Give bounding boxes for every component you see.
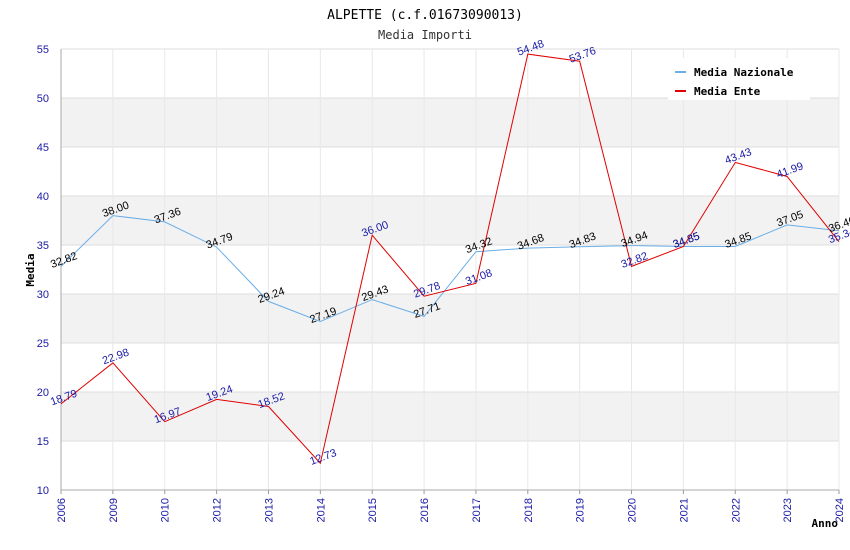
y-tick-label: 25 bbox=[37, 338, 49, 350]
x-tick-label: 2020 bbox=[627, 498, 639, 522]
legend-label: Media Ente bbox=[694, 85, 761, 98]
y-tick-label: 10 bbox=[37, 485, 49, 497]
data-label: 41.99 bbox=[775, 160, 805, 181]
y-axis-label: Media bbox=[24, 253, 37, 286]
x-tick-label: 2024 bbox=[834, 498, 846, 522]
y-tick-label: 40 bbox=[37, 191, 49, 203]
x-axis-label: Anno bbox=[812, 517, 839, 530]
data-label: 32.82 bbox=[620, 250, 650, 271]
x-tick-label: 2016 bbox=[419, 498, 431, 522]
legend: Media Nazionale Media Ente bbox=[668, 58, 810, 100]
grid-bands bbox=[61, 98, 839, 441]
y-tick-label: 15 bbox=[37, 436, 49, 448]
x-tick-label: 2014 bbox=[315, 498, 327, 522]
x-tick-label: 2010 bbox=[160, 498, 172, 522]
x-tick-label: 2018 bbox=[523, 498, 535, 522]
data-label: 32.82 bbox=[49, 250, 79, 271]
chart-title: ALPETTE (c.f.01673090013) bbox=[327, 8, 523, 23]
x-tick-label: 2013 bbox=[263, 498, 275, 522]
chart-subtitle: Media Importi bbox=[378, 28, 472, 42]
grid-band bbox=[61, 196, 839, 245]
series-line-media-nazionale bbox=[60, 215, 840, 323]
y-tick-label: 20 bbox=[37, 387, 49, 399]
x-tick-label: 2006 bbox=[56, 498, 68, 522]
x-tick-label: 2009 bbox=[108, 498, 120, 522]
x-tick-label: 2023 bbox=[782, 498, 794, 522]
y-tick-label: 30 bbox=[37, 289, 49, 301]
data-label: 22.98 bbox=[101, 347, 131, 368]
x-tick-label: 2022 bbox=[730, 498, 742, 522]
y-tick-label: 45 bbox=[37, 142, 49, 154]
grid-band bbox=[61, 294, 839, 343]
grid-band bbox=[61, 98, 839, 147]
data-label: 53.76 bbox=[568, 45, 598, 66]
y-tick-labels: 10 15 20 25 30 35 40 45 50 55 bbox=[37, 44, 49, 497]
y-tick-label: 55 bbox=[37, 44, 49, 56]
x-tick-label: 2012 bbox=[212, 498, 224, 522]
x-tick-label: 2021 bbox=[678, 498, 690, 522]
series-line-media-ente bbox=[60, 53, 840, 465]
y-tick-label: 50 bbox=[37, 93, 49, 105]
grid-band bbox=[61, 392, 839, 441]
data-label: 43.43 bbox=[723, 146, 753, 167]
x-tick-labels: 2006 2009 2010 2012 2013 2014 2015 2016 2017 2018… bbox=[56, 498, 846, 522]
series-lines bbox=[60, 53, 840, 465]
y-tick-label: 35 bbox=[37, 240, 49, 252]
x-tick-label: 2019 bbox=[575, 498, 587, 522]
axes bbox=[60, 49, 840, 494]
legend-box bbox=[668, 58, 810, 100]
x-tick-label: 2015 bbox=[367, 498, 379, 522]
data-label: 31.08 bbox=[464, 267, 494, 288]
x-tick-label: 2017 bbox=[471, 498, 483, 522]
data-label: 12.73 bbox=[308, 447, 338, 468]
legend-label: Media Nazionale bbox=[694, 66, 794, 79]
